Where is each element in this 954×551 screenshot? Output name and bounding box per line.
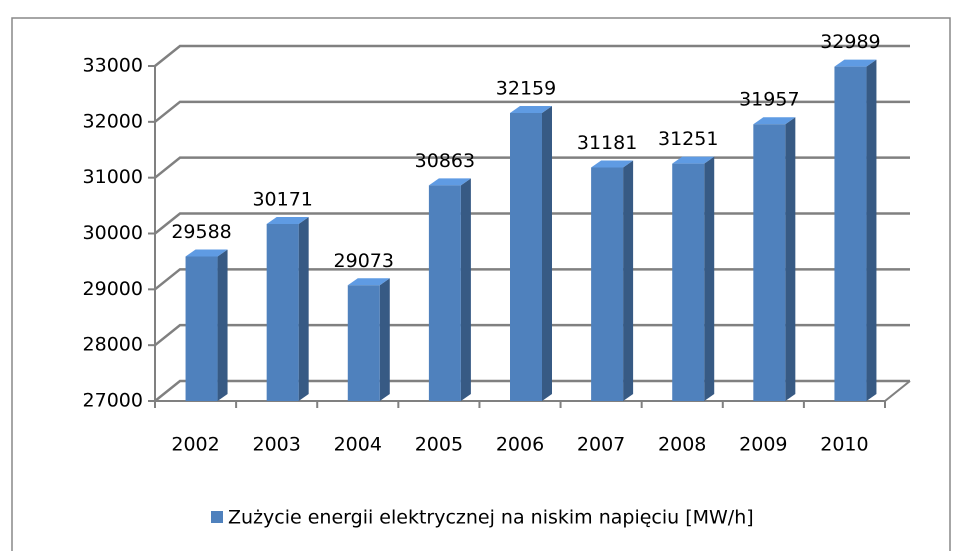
data-label: 29588 — [171, 221, 231, 243]
grid-line — [154, 44, 910, 67]
bar-face — [266, 223, 299, 401]
x-tick-label: 2009 — [739, 434, 787, 456]
grid-line — [154, 323, 910, 347]
bar — [672, 156, 715, 401]
data-label: 29073 — [334, 250, 394, 272]
bar-face — [834, 59, 877, 67]
bar — [428, 178, 471, 401]
bar — [510, 105, 552, 401]
bar-face — [379, 278, 390, 401]
y-tick-label: 28000 — [83, 334, 143, 356]
bar-face — [266, 216, 309, 224]
data-label: 31251 — [658, 128, 718, 150]
data-label: 32989 — [820, 31, 880, 53]
bar — [591, 160, 634, 401]
x-tick-label: 2010 — [820, 434, 868, 456]
grid-line — [154, 100, 910, 123]
y-tick-label: 32000 — [83, 110, 143, 132]
bar-face — [753, 117, 796, 125]
bar-face — [785, 117, 796, 402]
x-tick-label: 2005 — [415, 434, 463, 456]
bar-face — [428, 185, 461, 401]
legend-label: Zużycie energii elektrycznej na niskim n… — [228, 507, 754, 529]
bar-face — [591, 160, 634, 168]
bar-face — [672, 163, 705, 401]
bar — [753, 117, 796, 402]
y-tick-label: 31000 — [83, 166, 143, 188]
legend-swatch — [211, 511, 223, 523]
bar-face — [185, 256, 218, 401]
grid-line — [154, 156, 910, 179]
grid-line — [154, 379, 910, 402]
x-tick-label: 2008 — [658, 434, 706, 456]
y-tick-label: 27000 — [83, 390, 143, 412]
grid-line — [154, 212, 910, 235]
y-tick-label: 30000 — [83, 222, 143, 244]
grid-line — [154, 268, 910, 291]
y-tick-label: 33000 — [83, 55, 143, 77]
bar-face — [510, 112, 542, 401]
bar-face — [866, 59, 877, 401]
bar-face — [460, 178, 471, 401]
data-label: 31957 — [739, 89, 799, 111]
bar-face — [753, 124, 786, 402]
chart-border — [11, 17, 951, 551]
bar-face — [347, 285, 380, 401]
bar — [266, 216, 309, 401]
bar — [834, 59, 877, 401]
bar-face — [428, 178, 471, 186]
data-label: 32159 — [496, 77, 556, 99]
bar-face — [510, 105, 552, 113]
bar-face — [217, 249, 228, 401]
x-tick-label: 2003 — [252, 434, 300, 456]
x-tick-label: 2004 — [334, 434, 382, 456]
bar — [185, 249, 228, 401]
bar — [347, 278, 390, 401]
bar-face — [591, 167, 624, 401]
data-label: 31181 — [577, 132, 637, 154]
bar-face — [672, 156, 715, 164]
bar-face — [542, 105, 552, 401]
bar-face — [834, 66, 867, 401]
bar-face — [298, 216, 309, 401]
bar-face — [347, 278, 390, 286]
bar-face — [185, 249, 228, 257]
data-label: 30171 — [252, 188, 312, 210]
bar-face — [704, 156, 715, 401]
x-tick-label: 2006 — [496, 434, 544, 456]
data-label: 30863 — [415, 150, 475, 172]
x-tick-label: 2007 — [577, 434, 625, 456]
bar-face — [623, 160, 634, 401]
y-tick-label: 29000 — [83, 278, 143, 300]
x-tick-label: 2002 — [171, 434, 219, 456]
